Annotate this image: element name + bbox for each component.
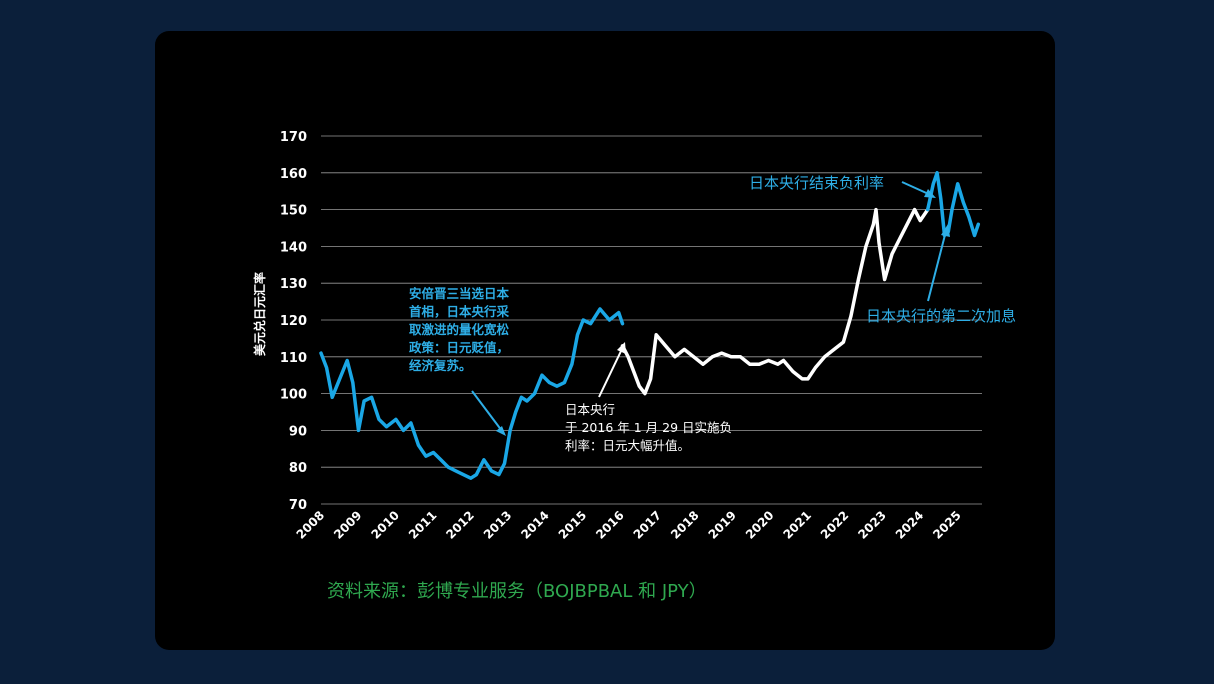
arrowhead-boj-second-hike: [941, 224, 950, 237]
y-tick-label: 150: [280, 204, 307, 219]
x-tick-label: 2025: [930, 508, 964, 542]
annotation-arrows: [471, 181, 950, 436]
arrowhead-abe: [496, 426, 506, 436]
annotation-abe-line: 政策：日元贬值，: [409, 340, 509, 355]
y-tick-label: 130: [280, 277, 307, 292]
x-tick-label: 2009: [331, 508, 365, 542]
x-tick-label: 2024: [893, 508, 927, 542]
y-tick-label: 80: [289, 461, 307, 476]
y-axis-label: 美元兑日元汇率: [252, 272, 267, 356]
y-tick-label: 90: [289, 424, 307, 439]
chart-card: 170 160 150 140 130 120 110 100 90 80 70 2008 2009 2…: [155, 31, 1055, 650]
x-tick-label: 2018: [668, 508, 702, 542]
annotation-boj-negative-end: 日本央行结束负利率: [749, 174, 884, 192]
x-tick-label: 2008: [294, 508, 328, 542]
arrowhead-boj-2016: [617, 342, 626, 354]
y-tick-label: 170: [280, 130, 307, 145]
x-tick-label: 2022: [818, 508, 852, 542]
arrowhead-boj-negative-end: [924, 189, 936, 198]
annotation-abe: 安倍晋三当选日本 首相，日本央行采 取激进的量化宽松 政策：日元贬值， 经济复苏…: [409, 286, 510, 373]
annotation-abe-line: 安倍晋三当选日本: [409, 286, 510, 301]
y-tick-label: 70: [289, 498, 307, 513]
annotation-abe-line: 取激进的量化宽松: [409, 322, 510, 337]
source-note: 资料来源：彭博专业服务（BOJBPBAL 和 JPY）: [327, 581, 707, 602]
x-tick-label: 2023: [855, 508, 889, 542]
x-tick-label: 2016: [593, 508, 627, 542]
arrow-abe: [471, 390, 503, 432]
annotation-boj-2016-line: 利率：日元大幅升值。: [565, 438, 690, 453]
series-line-1: [319, 307, 625, 480]
arrow-boj-second-hike: [927, 230, 947, 302]
x-tick-label: 2010: [369, 508, 403, 542]
x-tick-label: 2011: [406, 508, 440, 542]
x-axis: 2008 2009 2010 2011 2012 2013 2014 2015 2016 2017…: [294, 508, 964, 542]
annotation-abe-line: 首相，日本央行采: [409, 304, 510, 319]
series-line-2: [620, 207, 930, 396]
x-tick-label: 2013: [481, 508, 515, 542]
annotation-boj-2016: 日本央行 于 2016 年 1 月 29 日实施负 利率：日元大幅升值。: [565, 402, 732, 453]
annotation-boj-2016-line: 日本央行: [565, 402, 615, 417]
y-tick-label: 140: [280, 240, 307, 255]
series: [319, 171, 981, 480]
y-tick-label: 160: [280, 167, 307, 182]
series-line-3: [925, 171, 981, 238]
annotation-abe-line: 经济复苏。: [409, 358, 472, 373]
x-tick-label: 2012: [443, 508, 477, 542]
x-tick-label: 2021: [780, 508, 814, 542]
annotation-boj-second-hike: 日本央行的第二次加息: [866, 307, 1016, 325]
y-tick-label: 120: [280, 314, 307, 329]
x-tick-label: 2020: [743, 508, 777, 542]
x-tick-label: 2014: [518, 508, 552, 542]
y-tick-label: 110: [280, 351, 307, 366]
x-tick-label: 2017: [631, 508, 665, 542]
x-tick-label: 2015: [556, 508, 590, 542]
y-axis: 170 160 150 140 130 120 110 100 90 80 70: [280, 130, 307, 513]
annotation-boj-2016-line: 于 2016 年 1 月 29 日实施负: [565, 420, 732, 435]
y-tick-label: 100: [280, 388, 307, 403]
x-tick-label: 2019: [706, 508, 740, 542]
grid: [321, 135, 982, 505]
arrow-boj-2016: [598, 348, 623, 398]
